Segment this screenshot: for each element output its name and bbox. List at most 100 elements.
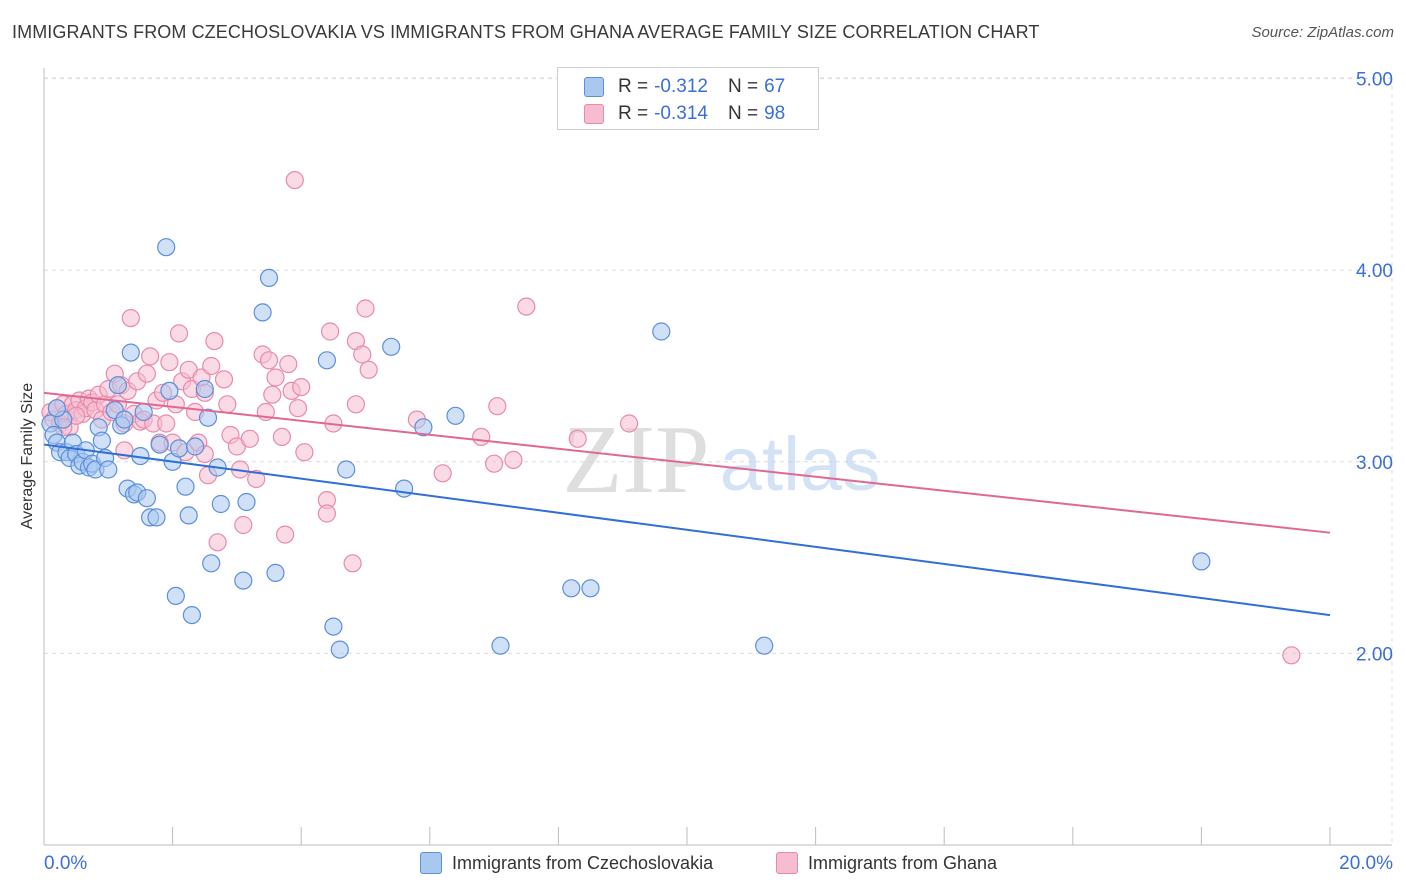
ghana-point — [488, 397, 507, 416]
watermark-atlas: atlas — [720, 422, 881, 507]
ghana-point — [433, 464, 452, 483]
czechoslovakia-swatch — [584, 77, 604, 97]
ghana-point — [472, 427, 491, 446]
legend-item-ghana[interactable]: Immigrants from Ghana — [776, 852, 997, 874]
ghana-point — [285, 171, 304, 190]
ghana-point — [247, 469, 266, 489]
ghana-point — [288, 399, 308, 418]
czechoslovakia-point — [491, 636, 510, 655]
ghana-point — [240, 429, 259, 448]
ghana-swatch — [776, 852, 798, 874]
ghana-point — [619, 414, 639, 433]
czechoslovakia-point — [150, 435, 169, 454]
czechoslovakia-point — [198, 408, 218, 427]
czechoslovakia-point — [160, 381, 179, 400]
czechoslovakia-point — [237, 492, 256, 512]
czechoslovakia-point — [176, 477, 195, 496]
ghana-point — [157, 414, 176, 433]
czechoslovakia-point — [382, 337, 401, 356]
source-label: Source: ZipAtlas.com — [1251, 24, 1394, 41]
czechoslovakia-point — [92, 431, 112, 450]
czechoslovakia-point — [115, 410, 134, 429]
tick-labels: 2.00 3.00 4.00 5.00 0.0% 20.0% — [44, 70, 1393, 874]
ghana-point — [317, 504, 336, 523]
ghana-point — [276, 525, 295, 544]
czechoslovakia-point — [147, 508, 166, 527]
trend-lines — [43, 391, 1331, 617]
y-tick-label: 3.00 — [1356, 453, 1393, 474]
czechoslovakia-point — [755, 636, 774, 655]
czechoslovakia-swatch — [420, 852, 442, 874]
czechoslovakia-point — [1192, 552, 1211, 571]
ghana-point — [208, 533, 227, 552]
czechoslovakia-point — [195, 379, 214, 399]
ghana-point — [205, 332, 224, 351]
czechoslovakia-point — [259, 268, 279, 287]
czechoslovakia-point — [157, 238, 176, 257]
n-value: 98 — [764, 103, 786, 124]
ghana-point — [504, 450, 523, 469]
ghana-point — [292, 378, 311, 397]
ghana-point — [321, 322, 340, 341]
czechoslovakia-point — [330, 640, 349, 659]
ghana-point — [160, 353, 179, 372]
ghana-point — [346, 395, 365, 414]
ghana-point — [202, 356, 221, 376]
r-value: -0.314 — [654, 103, 708, 124]
y-tick-label: 4.00 — [1356, 261, 1393, 282]
r-label: R = — [618, 103, 649, 124]
ghana-point — [234, 515, 253, 535]
axes — [43, 68, 1392, 846]
czechoslovakia-point — [266, 563, 285, 583]
stats-row-ghana: R = -0.314 N = 98 — [584, 103, 785, 125]
czechoslovakia-point — [652, 322, 671, 341]
czechoslovakia-point — [234, 571, 253, 590]
ghana-point — [568, 429, 587, 448]
ghana-trend-line — [43, 391, 1331, 534]
r-value: -0.312 — [654, 76, 708, 97]
y-tick-label: 5.00 — [1356, 70, 1393, 91]
ghana-point — [263, 385, 282, 404]
gridlines — [44, 77, 1393, 845]
czechoslovakia-point — [395, 479, 414, 498]
stats-legend: R = -0.312 N = 67 R = -0.314 N = 98 — [557, 67, 819, 130]
r-label: R = — [618, 76, 649, 97]
legend-label: Immigrants from Ghana — [808, 852, 998, 873]
czechoslovakia-point — [211, 494, 230, 514]
ghana-point — [141, 347, 160, 366]
czechoslovakia-point — [134, 402, 153, 422]
chart-title: IMMIGRANTS FROM CZECHOSLOVAKIA VS IMMIGR… — [12, 22, 1040, 42]
czechoslovakia-point — [581, 579, 600, 598]
legend-item-czechoslovakia[interactable]: Immigrants from Czechoslovakia — [420, 852, 713, 874]
ghana-point — [356, 299, 375, 318]
czechoslovakia-point — [166, 586, 185, 606]
n-label: N = — [727, 103, 759, 124]
ghana-point — [343, 554, 362, 573]
czechoslovakia-point — [337, 460, 356, 479]
n-value: 67 — [764, 76, 786, 97]
czechoslovakia-point — [317, 351, 336, 370]
czechoslovakia-point — [253, 303, 272, 322]
ghana-point — [295, 443, 314, 462]
ghana-point — [517, 297, 536, 316]
ghana-point — [218, 395, 237, 414]
ghana-point — [214, 370, 234, 389]
ghana-point — [137, 364, 156, 383]
ghana-point — [266, 368, 285, 387]
czechoslovakia-point — [108, 376, 128, 395]
czechoslovakia-point — [47, 399, 67, 418]
ghana-point — [279, 355, 298, 374]
ghana-point — [121, 309, 140, 328]
watermark: ZIP atlas — [563, 406, 881, 514]
ghana-swatch — [584, 104, 604, 124]
n-label: N = — [727, 76, 759, 97]
ghana-point — [259, 351, 279, 370]
czechoslovakia-point — [182, 605, 201, 625]
bottom-legend: Immigrants from Czechoslovakia Immigrant… — [0, 852, 1406, 878]
czechoslovakia-trend-line — [43, 443, 1331, 617]
czechoslovakia-point — [99, 460, 118, 479]
czechoslovakia-point — [414, 418, 433, 437]
y-tick-label: 2.00 — [1356, 644, 1393, 665]
x-tick-label: 0.0% — [44, 853, 87, 874]
ghana-point — [359, 360, 378, 379]
